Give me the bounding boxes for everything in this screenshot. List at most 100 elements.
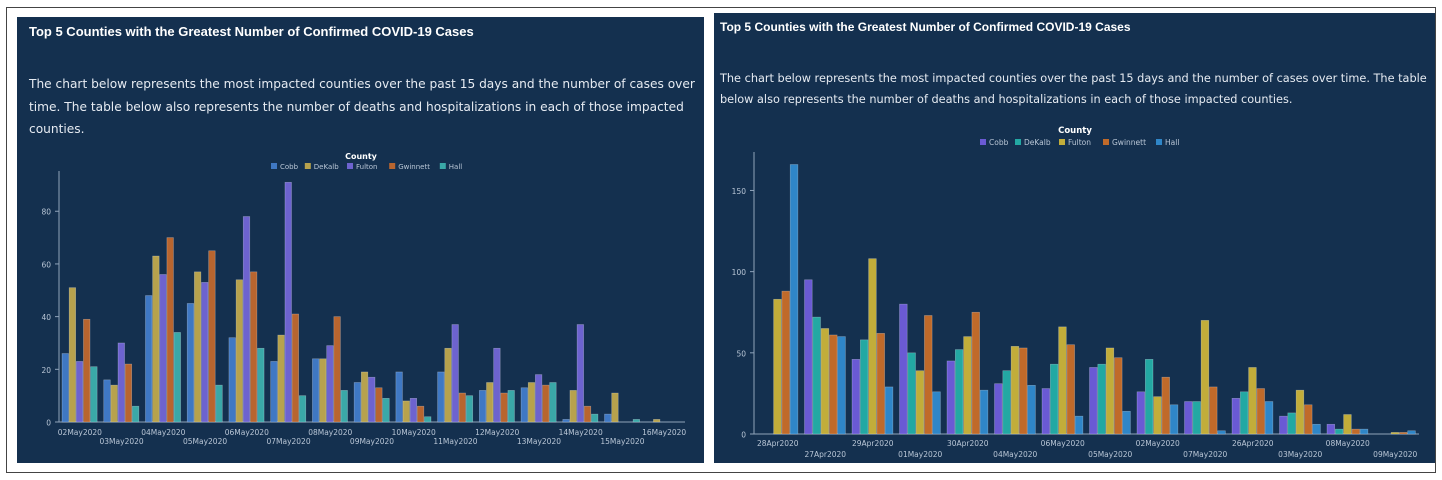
x-tick-label: 13May2020 — [517, 437, 561, 446]
bar-gwinnett-06May2020 — [1066, 344, 1075, 435]
legend-label: Fulton — [356, 163, 378, 171]
bar-cobb-12May2020 — [479, 390, 487, 423]
bar-fulton-11May2020 — [451, 324, 459, 423]
bar-gwinnett-29Apr2020 — [876, 333, 885, 435]
x-tick-label: 15May2020 — [600, 437, 644, 446]
bar-gwinnett-05May2020 — [208, 250, 216, 423]
x-tick-label: 07May2020 — [266, 437, 310, 446]
legend-swatch — [980, 139, 986, 145]
bar-hall-07May2020 — [298, 395, 307, 423]
bar-gwinnett-07May2020 — [1209, 386, 1218, 435]
y-tick-label: 0 — [741, 431, 746, 440]
bar-hall-06May2020 — [1074, 415, 1084, 435]
bar-cobb-02May2020 — [1136, 391, 1145, 435]
x-tick-label: 08May2020 — [308, 428, 352, 437]
bar-dekalb-08May2020 — [319, 358, 327, 423]
bar-fulton-28Apr2020 — [773, 298, 782, 435]
bar-cobb-14May2020 — [562, 419, 570, 423]
legend-label: Gwinnett — [1112, 138, 1146, 147]
bar-gwinnett-26Apr2020 — [1256, 388, 1265, 435]
bar-gwinnett-13May2020 — [542, 384, 550, 423]
legend-label: Fulton — [1068, 138, 1091, 147]
bar-gwinnett-03May2020 — [1304, 404, 1313, 435]
bar-cobb-03May2020 — [1279, 415, 1288, 435]
bar-gwinnett-03May2020 — [124, 363, 133, 423]
bar-fulton-30Apr2020 — [963, 336, 972, 435]
bar-fulton-27Apr2020 — [820, 328, 830, 435]
bar-dekalb-27Apr2020 — [812, 316, 821, 435]
x-tick-label: 01May2020 — [898, 450, 942, 459]
legend-label: DeKalb — [314, 163, 339, 171]
x-tick-label: 29Apr2020 — [852, 439, 894, 448]
bar-dekalb-02May2020 — [1144, 359, 1154, 435]
legend-label: Cobb — [280, 163, 299, 171]
bar-hall-09May2020 — [1407, 430, 1416, 435]
bar-fulton-10May2020 — [409, 397, 418, 423]
panel-description: The chart below represents the most impa… — [29, 77, 695, 136]
bar-dekalb-04May2020 — [152, 255, 160, 423]
bar-cobb-27Apr2020 — [804, 279, 813, 435]
bar-fulton-14May2020 — [576, 324, 584, 423]
bar-hall-02May2020 — [1169, 404, 1179, 435]
bar-hall-11May2020 — [465, 395, 474, 423]
y-tick-label: 0 — [46, 419, 51, 428]
x-tick-label: 27Apr2020 — [804, 450, 846, 459]
panel-title: Top 5 Counties with the Greatest Number … — [720, 20, 1131, 34]
bar-fulton-06May2020 — [242, 216, 251, 423]
bar-gwinnett-08May2020 — [1351, 428, 1360, 435]
bar-cobb-09May2020 — [353, 382, 361, 423]
bar-dekalb-03May2020 — [1287, 412, 1296, 435]
bar-gwinnett-04May2020 — [166, 237, 174, 423]
bar-gwinnett-02May2020 — [83, 318, 91, 423]
bar-fulton-04May2020 — [1010, 346, 1020, 435]
bar-fulton-09May2020 — [1390, 432, 1400, 435]
panel-description: The chart below represents the most impa… — [720, 72, 1427, 106]
bar-hall-27Apr2020 — [837, 336, 846, 435]
bar-dekalb-06May2020 — [1049, 363, 1059, 435]
bar-dekalb-05May2020 — [1097, 363, 1106, 435]
bar-dekalb-15May2020 — [611, 392, 619, 423]
bar-cobb-02May2020 — [61, 353, 69, 423]
bar-dekalb-10May2020 — [402, 400, 410, 423]
legend-swatch — [347, 163, 353, 169]
bar-hall-06May2020 — [257, 347, 265, 423]
x-tick-label: 05May2020 — [1088, 450, 1132, 459]
x-tick-label: 04May2020 — [141, 428, 185, 437]
bar-hall-10May2020 — [424, 416, 432, 423]
y-tick-label: 80 — [41, 208, 51, 217]
bar-dekalb-04May2020 — [1002, 370, 1011, 435]
panel-title: Top 5 Counties with the Greatest Number … — [29, 24, 474, 39]
bar-dekalb-16May2020 — [653, 419, 661, 423]
bar-cobb-06May2020 — [228, 337, 236, 423]
bar-hall-26Apr2020 — [1264, 401, 1274, 435]
bar-gwinnett-05May2020 — [1114, 357, 1123, 435]
bar-dekalb-08May2020 — [1334, 428, 1344, 435]
bar-gwinnett-06May2020 — [250, 271, 258, 423]
bar-cobb-08May2020 — [1326, 423, 1335, 435]
bar-fulton-01May2020 — [915, 370, 925, 435]
legend-swatch — [304, 163, 311, 169]
x-tick-label: 04May2020 — [993, 450, 1037, 459]
bar-dekalb-09May2020 — [360, 371, 369, 423]
bar-gwinnett-09May2020 — [375, 387, 383, 423]
bar-dekalb-26Apr2020 — [1239, 391, 1249, 435]
legend-swatch — [1015, 139, 1021, 145]
bar-hall-13May2020 — [549, 382, 557, 423]
bar-dekalb-02May2020 — [68, 287, 76, 423]
bar-gwinnett-09May2020 — [1399, 432, 1408, 435]
bar-chart-by-county-left: County Cobb DeKalb Fulton Gwinnett Hall 0 20 40 6… — [41, 152, 686, 446]
bar-gwinnett-12May2020 — [500, 392, 508, 423]
bar-gwinnett-10May2020 — [417, 405, 425, 423]
legend-swatch — [271, 163, 277, 169]
bar-fulton-03May2020 — [1295, 389, 1305, 435]
bar-cobb-29Apr2020 — [851, 359, 860, 435]
legend-swatch — [439, 163, 446, 169]
bar-fulton-03May2020 — [117, 342, 125, 423]
bar-dekalb-11May2020 — [444, 347, 452, 423]
bar-hall-09May2020 — [382, 397, 390, 423]
bar-cobb-26Apr2020 — [1231, 397, 1240, 435]
bar-hall-15May2020 — [632, 419, 640, 423]
bar-hall-02May2020 — [90, 366, 98, 423]
bar-gwinnett-07May2020 — [291, 313, 299, 423]
y-tick-label: 150 — [732, 187, 747, 196]
